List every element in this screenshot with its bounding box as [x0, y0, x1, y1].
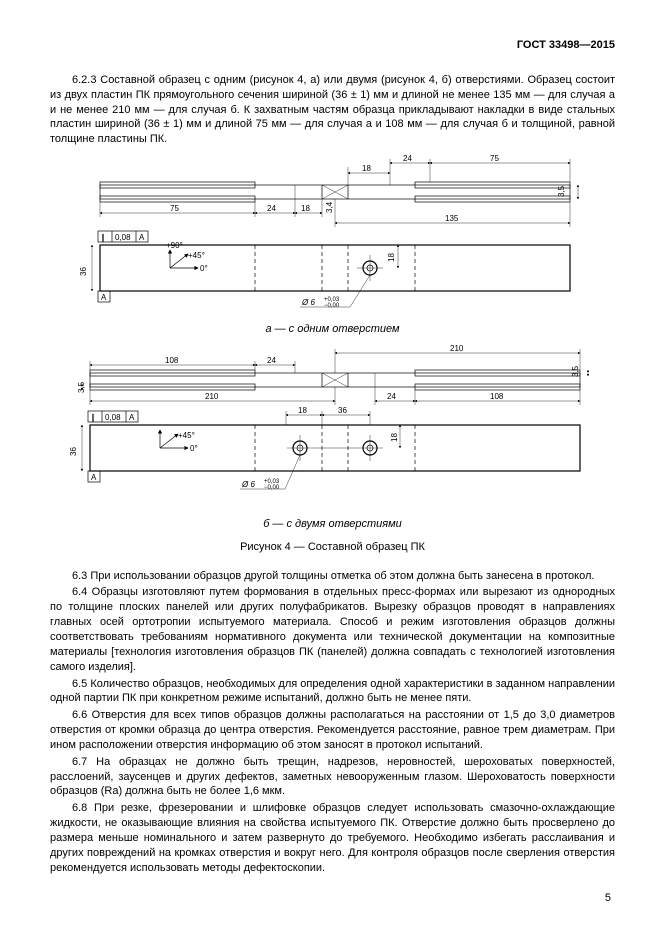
svg-text:А: А [91, 473, 97, 482]
dim-18b: 18 [301, 204, 310, 213]
dim-75b: 75 [170, 204, 179, 213]
svg-text:0°: 0° [190, 444, 198, 453]
dim-75a: 75 [490, 154, 499, 163]
svg-text:Ø 6: Ø 6 [301, 298, 315, 307]
para-6-7: 6.7 На образцах не должно быть трещин, н… [50, 755, 615, 800]
dim-3-5a: 3,5 [557, 185, 566, 197]
para-6-3: 6.3 При использовании образцов другой то… [50, 569, 615, 584]
figure-4a: 18 24 75 75 24 18 [50, 153, 615, 318]
svg-text:3,5: 3,5 [77, 381, 86, 393]
dim-210a: 210 [450, 344, 464, 353]
para-6-2-3: 6.2.3 Составной образец с одним (рисунок… [50, 73, 615, 147]
para-6-5: 6.5 Количество образцов, необходимых для… [50, 677, 615, 707]
svg-text:+45°: +45° [178, 431, 195, 440]
page-number: 5 [605, 891, 611, 906]
dim-24d: 24 [387, 392, 396, 401]
svg-text:3,5: 3,5 [571, 365, 580, 377]
svg-text:+45°: +45° [188, 251, 205, 260]
svg-text:0°: 0° [200, 264, 208, 273]
fig-a-caption: а — с одним отверстием [50, 322, 615, 337]
dim-24c: 24 [267, 356, 276, 365]
dim-108a: 108 [165, 356, 179, 365]
dim-24b: 24 [267, 204, 276, 213]
svg-text:18: 18 [390, 432, 399, 441]
svg-text:∥: ∥ [101, 233, 105, 242]
dim-210b: 210 [205, 392, 219, 401]
svg-text:∥: ∥ [91, 413, 95, 422]
fig4-caption: Рисунок 4 — Составной образец ПК [50, 540, 615, 555]
svg-text:36: 36 [338, 406, 347, 415]
dim-135: 135 [445, 214, 459, 223]
para-6-6: 6.6 Отверстия для всех типов образцов до… [50, 708, 615, 753]
para-6-4: 6.4 Образцы изготовляют путем формования… [50, 585, 615, 674]
dim-18a: 18 [362, 164, 371, 173]
svg-text:Ø 6: Ø 6 [241, 480, 255, 489]
svg-text:+90°: +90° [166, 241, 183, 250]
svg-text:А: А [139, 233, 145, 242]
datum-a1: А [101, 293, 107, 302]
doc-header: ГОСТ 33498—2015 [50, 38, 615, 53]
dim-18c: 18 [387, 253, 396, 262]
fig-b-caption: б — с двумя отверстиями [50, 517, 615, 532]
para-6-8: 6.8 При резке, фрезеровании и шлифовке о… [50, 801, 615, 875]
dim-24a: 24 [403, 154, 412, 163]
svg-text:36: 36 [69, 446, 78, 455]
svg-text:18: 18 [298, 406, 307, 415]
figure-4b: 210 108 24 210 24 108 [50, 343, 615, 513]
svg-text:0,08: 0,08 [105, 413, 121, 422]
svg-text:−0,00: −0,00 [324, 303, 340, 309]
svg-text:А: А [129, 413, 135, 422]
svg-text:−0,00: −0,00 [264, 485, 280, 491]
dim-3-4: 3,4 [325, 201, 334, 213]
dim-36a: 36 [79, 267, 88, 276]
svg-text:0,08: 0,08 [115, 233, 131, 242]
dim-108b: 108 [490, 392, 504, 401]
